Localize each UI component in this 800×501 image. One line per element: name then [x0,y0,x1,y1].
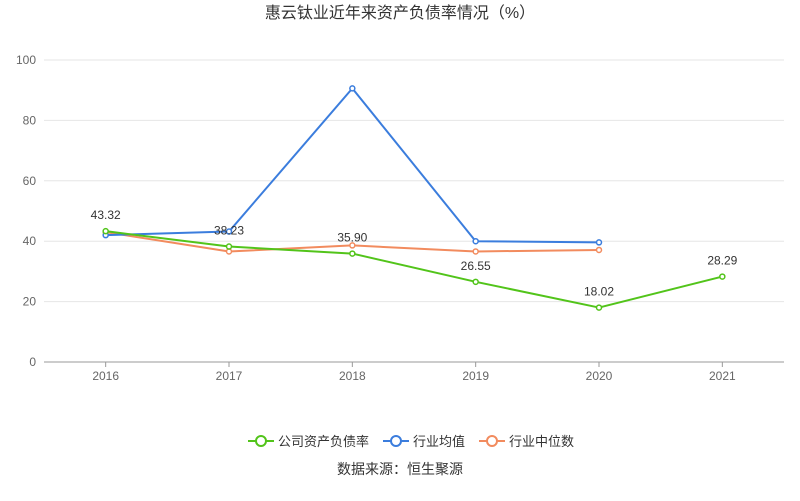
x-tick-label: 2021 [709,369,736,383]
series-point [472,248,479,255]
x-tick-label: 2018 [339,369,366,383]
series-point [472,237,479,245]
x-tick-label: 2017 [216,369,243,383]
series-line-2 [105,87,600,244]
series-point [102,227,109,235]
legend-marker [390,435,402,447]
source-text: 数据来源：恒生聚源 [337,461,463,477]
data-label: 28.29 [707,254,737,268]
axes: 0 20 40 60 80 100 2016 2017 2018 2019 2020 2021 [16,53,784,383]
data-labels: 43.32 38.23 35.90 26.55 18.02 28.29 [91,208,738,298]
legend: 公司资产负债率 行业均值 行业中位数 [248,434,574,449]
data-label: 35.90 [337,231,367,245]
legend-marker [486,435,498,447]
y-tick-label: 80 [23,113,37,127]
series-point [349,250,356,257]
y-tick-label: 20 [23,295,37,309]
grid [44,59,784,303]
data-label: 43.32 [91,208,121,222]
series-point [595,304,603,311]
x-tick-label: 2016 [92,369,119,383]
series-point [349,85,356,92]
y-tick-label: 40 [23,234,37,248]
chart-title: 惠云钛业近年来资产负债率情况（%） [265,4,535,22]
legend-label: 行业中位数 [509,434,574,449]
y-tick-label: 100 [16,53,36,67]
legend-label: 公司资产负债率 [278,434,369,449]
data-label: 38.23 [214,224,244,238]
series-point [349,242,356,249]
legend-label: 行业均值 [413,434,465,449]
y-tick-label: 0 [29,355,36,369]
series-line-1 [105,230,723,309]
series-point [472,278,479,286]
series-point [595,239,603,246]
legend-marker [255,435,267,447]
series-point [225,228,233,235]
series-point [719,273,726,280]
series-point [225,243,233,250]
data-label: 26.55 [461,259,491,273]
series-point [595,246,603,254]
y-tick-label: 60 [23,174,37,188]
x-tick-label: 2019 [462,369,489,383]
series [102,85,726,311]
x-tick-label: 2020 [586,369,613,383]
data-label: 18.02 [584,285,614,299]
